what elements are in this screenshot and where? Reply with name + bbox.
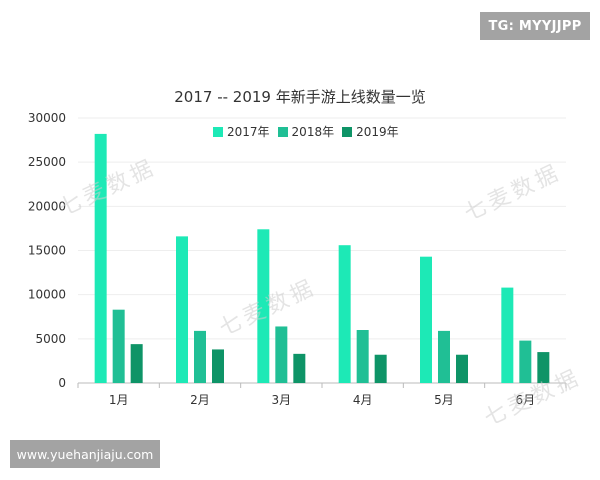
legend-swatch-2019: [342, 126, 353, 137]
x-tick-label-5: 6月: [516, 393, 536, 407]
bar-2019年-2月: [212, 349, 224, 383]
y-tick-label-25000: 25000: [28, 155, 66, 169]
legend-label-2018: 2018年: [291, 125, 335, 139]
y-tick-label-15000: 15000: [28, 244, 66, 258]
bar-2017年-3月: [257, 229, 270, 383]
bar-2017年-2月: [176, 236, 188, 383]
chart-title: 2017 -- 2019 年新手游上线数量一览: [174, 88, 426, 106]
bar-2017年-5月: [420, 256, 432, 383]
bar-2018年-6月: [519, 340, 532, 383]
x-tick-label-1: 2月: [190, 393, 210, 407]
bar-2018年-4月: [356, 330, 369, 383]
bar-2019年-6月: [537, 352, 550, 383]
bar-2018年-1月: [112, 309, 125, 383]
chart-legend: 2017年 2018年 2019年: [213, 123, 399, 140]
y-tick-label-0: 0: [58, 376, 66, 390]
legend-item-2018: 2018年: [277, 123, 335, 140]
bar-2017年-4月: [338, 245, 351, 383]
telegram-badge: TG: MYYJJPP: [480, 12, 590, 40]
bar-2019年-5月: [456, 354, 468, 383]
bar-2019年-1月: [130, 344, 143, 383]
legend-item-2019: 2019年: [342, 123, 399, 140]
x-tick-label-4: 5月: [434, 393, 454, 407]
y-tick-label-10000: 10000: [28, 288, 66, 302]
bar-2018年-2月: [194, 330, 206, 383]
x-tick-label-2: 3月: [272, 393, 292, 407]
bar-2017年-1月: [94, 133, 107, 383]
bar-2017年-6月: [501, 287, 514, 383]
y-tick-label-5000: 5000: [35, 332, 66, 346]
bar-2018年-5月: [438, 330, 450, 383]
y-tick-label-30000: 30000: [28, 111, 66, 125]
legend-item-2017: 2017年: [213, 123, 270, 140]
y-tick-label-20000: 20000: [28, 199, 66, 213]
bar-2018年-3月: [275, 326, 288, 383]
x-tick-label-0: 1月: [109, 393, 129, 407]
bar-2019年-3月: [293, 353, 306, 383]
website-badge: www.yuehanjiaju.com: [10, 440, 160, 468]
bar-2019年-4月: [374, 354, 387, 383]
legend-swatch-2017: [213, 126, 223, 137]
x-tick-label-3: 4月: [353, 393, 373, 407]
legend-label-2019: 2019年: [356, 125, 399, 139]
legend-swatch-2018: [277, 126, 288, 137]
legend-label-2017: 2017年: [227, 125, 270, 139]
